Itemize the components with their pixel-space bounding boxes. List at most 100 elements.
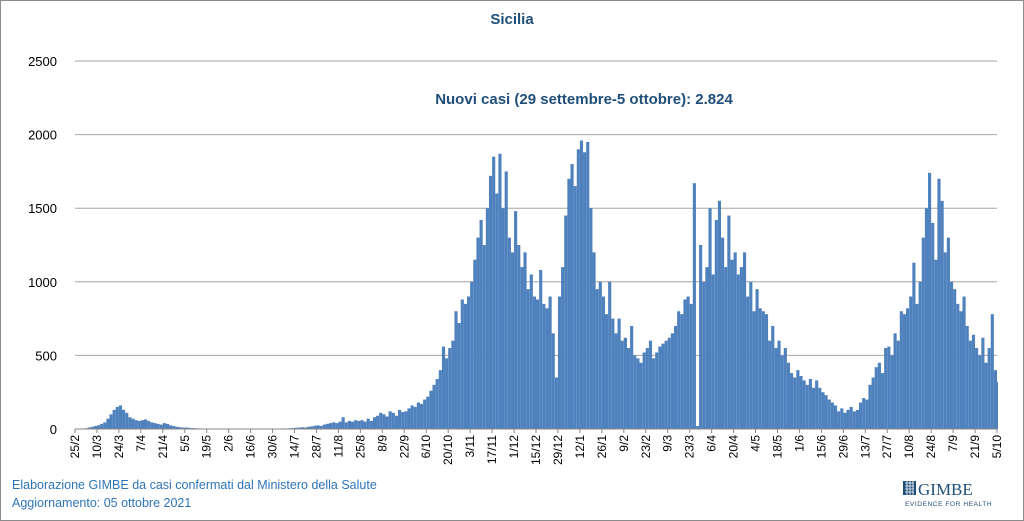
bar <box>369 420 373 429</box>
x-tick-label: 24/3 <box>112 435 126 459</box>
bar <box>736 274 740 429</box>
bar <box>978 355 982 429</box>
bar <box>818 387 822 429</box>
gridlines <box>75 60 997 356</box>
bar <box>824 395 828 429</box>
x-tick-label: 14/7 <box>288 435 302 459</box>
x-tick-label: 18/5 <box>770 435 784 459</box>
bar <box>482 245 486 429</box>
bar <box>642 352 646 429</box>
bar <box>488 175 493 429</box>
x-tick-label: 5/10 <box>990 435 1004 459</box>
bar <box>495 193 499 429</box>
bar <box>162 423 166 429</box>
bar <box>639 362 643 429</box>
bar <box>811 387 816 429</box>
bar <box>159 424 163 429</box>
bar <box>874 367 878 429</box>
bar <box>398 409 402 429</box>
bar <box>833 405 838 429</box>
bar <box>344 422 348 429</box>
y-tick-label: 500 <box>35 348 57 363</box>
bar <box>416 402 420 429</box>
bar <box>542 303 546 429</box>
bar <box>924 208 929 429</box>
bar <box>93 426 97 429</box>
bar <box>329 423 333 429</box>
bar <box>504 171 508 429</box>
bar <box>683 299 687 429</box>
bar <box>623 337 627 429</box>
bar <box>106 418 110 429</box>
bar <box>796 370 800 429</box>
x-tick-label: 4/5 <box>749 435 763 452</box>
gimbe-logo-name: GIMBE <box>918 480 973 499</box>
bar <box>771 325 775 429</box>
chart-title: Sicilia <box>490 11 534 28</box>
bar <box>137 420 141 429</box>
bar <box>479 219 483 429</box>
bar <box>316 425 320 429</box>
bar <box>997 381 998 429</box>
bar <box>476 237 480 429</box>
bar <box>934 259 938 429</box>
bar <box>630 325 634 429</box>
x-tick-label: 7/4 <box>134 435 148 452</box>
bar <box>708 208 712 429</box>
bar <box>470 281 474 429</box>
bar <box>702 281 706 429</box>
bar <box>793 377 797 429</box>
bar <box>902 314 907 429</box>
bar <box>959 311 963 429</box>
bar <box>711 274 715 429</box>
bar <box>855 409 860 429</box>
bar <box>786 362 791 429</box>
bar <box>862 398 866 429</box>
bar <box>122 409 126 429</box>
bar <box>604 314 609 429</box>
bar <box>717 200 722 429</box>
bar <box>297 427 301 429</box>
bar <box>404 411 408 429</box>
bar <box>501 208 505 429</box>
x-tick-label: 30/6 <box>266 435 280 459</box>
footer-source: Elaborazione GIMBE da casi confermati da… <box>12 478 377 492</box>
bar <box>965 325 969 429</box>
bar <box>341 417 345 429</box>
bar <box>498 153 502 430</box>
x-tick-label: 21/9 <box>968 435 982 459</box>
bar <box>705 267 709 429</box>
bar <box>325 423 330 429</box>
bar <box>830 402 834 429</box>
bar <box>140 420 144 429</box>
bar <box>419 403 424 429</box>
bar <box>636 358 640 429</box>
bar <box>655 352 659 429</box>
bar <box>614 333 618 429</box>
bar <box>727 215 731 429</box>
bar <box>514 211 518 429</box>
bar <box>567 178 571 429</box>
bar <box>153 423 157 429</box>
bar <box>733 252 737 429</box>
bar <box>652 358 656 429</box>
bar <box>884 348 888 429</box>
bar <box>441 346 446 429</box>
bar <box>601 296 605 429</box>
bar <box>338 421 342 429</box>
gimbe-logo-icon <box>903 481 916 495</box>
x-tick-label: 20/4 <box>727 435 741 459</box>
x-tick-label: 5/5 <box>178 435 192 452</box>
gimbe-logo: GIMBE EVIDENCE FOR HEALTH <box>903 480 992 508</box>
bar <box>962 296 966 429</box>
bar <box>507 237 511 429</box>
bar <box>438 370 442 429</box>
x-tick-label: 9/3 <box>661 435 675 452</box>
bar <box>589 208 593 429</box>
bar <box>633 355 637 429</box>
x-tick-label: 6/4 <box>705 435 719 452</box>
x-tick-label: 29/12 <box>551 435 565 465</box>
bar <box>586 141 590 429</box>
x-tick-label: 8/9 <box>375 435 389 452</box>
bar <box>598 281 602 429</box>
